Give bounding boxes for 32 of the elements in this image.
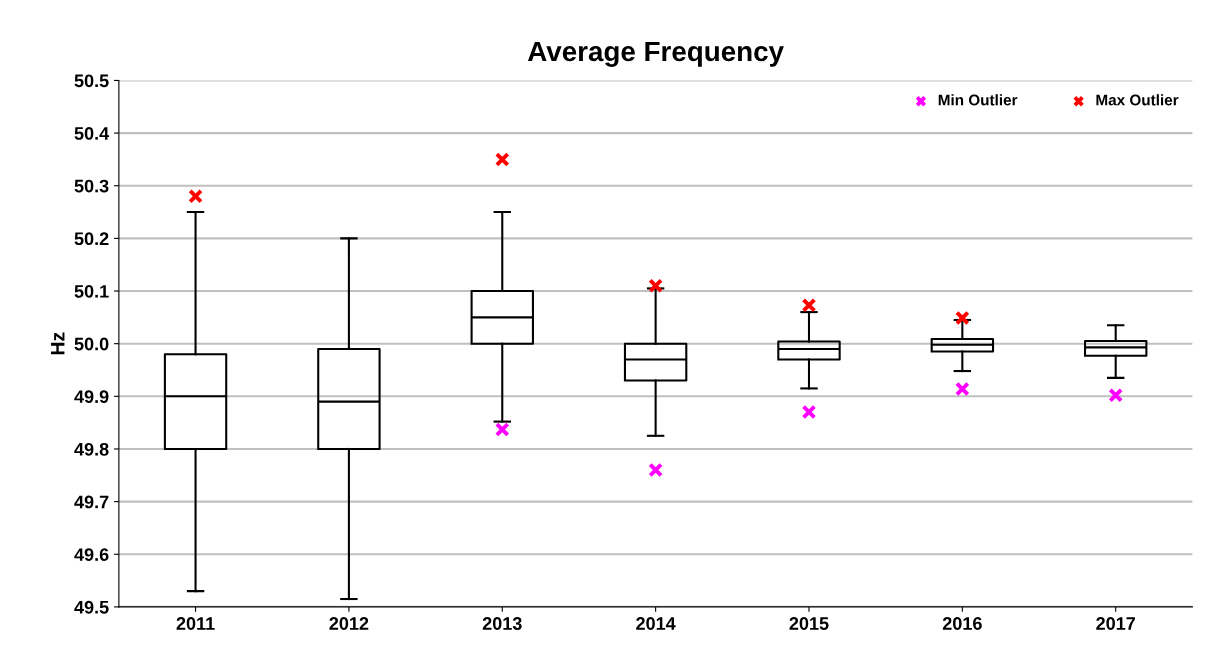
point	[494, 152, 510, 167]
y-tick-label: 50.5	[74, 74, 109, 88]
point	[188, 188, 203, 204]
chart-title: Average Frequency	[527, 41, 784, 67]
point	[648, 278, 663, 294]
point	[955, 310, 970, 326]
y-tick-label: 49.8	[74, 442, 109, 456]
point	[801, 297, 817, 313]
x-tick-label: 2016	[942, 617, 982, 630]
y-tick-label: 50.4	[74, 127, 110, 140]
y-tick-label: 50.1	[74, 284, 109, 298]
x-tick-label: 2013	[482, 617, 522, 630]
x-tick-label: 2014	[636, 617, 676, 630]
y-tick-label: 50.2	[74, 232, 109, 246]
x-tick-label: 2012	[329, 617, 369, 630]
point	[1108, 387, 1124, 403]
point	[955, 381, 970, 397]
y-tick-label: 49.7	[74, 495, 109, 509]
point	[494, 422, 510, 437]
y-tick-label: 50.3	[74, 179, 109, 193]
legend-label: Max Outlier	[1096, 94, 1179, 106]
y-tick-label: 50.0	[74, 337, 109, 351]
x-tick-label: 2011	[176, 617, 215, 630]
x-tick-label: 2017	[1096, 617, 1135, 630]
point	[801, 404, 817, 420]
legend-label: Min Outlier	[938, 94, 1018, 106]
point	[648, 462, 663, 478]
y-tick-label: 49.6	[74, 548, 109, 561]
y-tick-label: 49.9	[74, 390, 109, 404]
y-axis-title: Hz	[51, 332, 65, 355]
x-tick-label: 2015	[789, 617, 829, 630]
y-tick-label: 49.5	[74, 600, 109, 614]
